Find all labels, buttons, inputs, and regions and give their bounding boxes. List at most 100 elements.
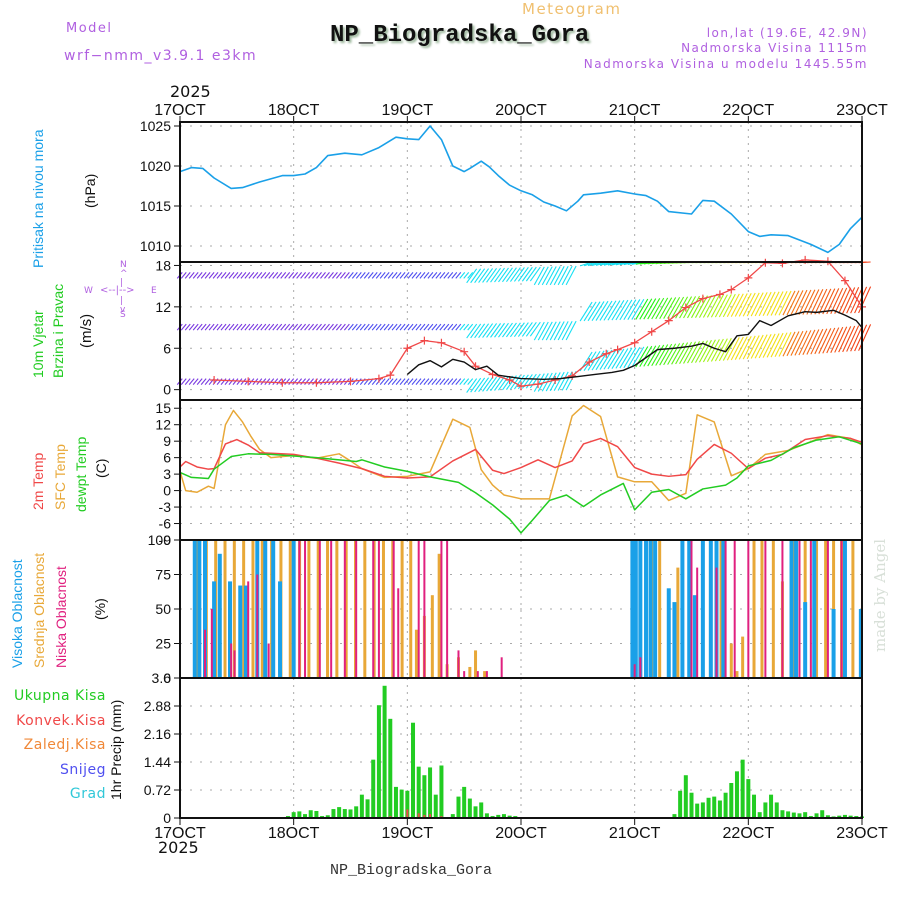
wind-barb	[379, 271, 386, 279]
wind-barb	[766, 291, 780, 316]
wind-barb	[846, 325, 860, 352]
cloud-bar-low	[304, 540, 307, 678]
series-line-wind_speed	[406, 309, 863, 380]
wind-barb	[451, 378, 458, 385]
wind-barb	[379, 323, 386, 331]
wind-barb	[220, 323, 227, 331]
y-tick-label: 2.88	[144, 698, 171, 714]
y-tick-label: 100	[148, 532, 172, 548]
cloud-bar-mid	[409, 540, 413, 678]
gust-marker	[312, 378, 321, 387]
wind-barb	[810, 289, 824, 315]
wind-barb	[611, 348, 625, 369]
precip-bar-total	[723, 792, 728, 818]
precip-bar-total	[763, 802, 768, 818]
wind-barb	[300, 271, 307, 279]
wind-barb	[506, 322, 517, 338]
wind-barb	[726, 293, 740, 318]
cloud-bar-high	[708, 540, 713, 678]
gust-marker	[744, 273, 753, 282]
wind-barb	[659, 297, 673, 320]
wind-barb	[521, 322, 533, 337]
wind-barb	[431, 271, 438, 279]
wind-barb	[509, 267, 521, 282]
gust-marker	[778, 259, 787, 268]
wind-barb	[427, 323, 434, 331]
wind-barb	[482, 377, 494, 392]
wind-barb	[667, 343, 681, 365]
wind-barb	[655, 297, 669, 320]
wind-barb	[631, 346, 645, 368]
wind-barb	[541, 321, 553, 341]
x-tick-label-top: 21OCT	[609, 102, 661, 119]
wind-barb	[439, 323, 446, 331]
wind-barb	[180, 378, 187, 385]
wind-barb	[387, 271, 394, 279]
wind-barb	[463, 323, 470, 331]
wind-barb	[698, 295, 712, 318]
wind-barb	[324, 323, 330, 331]
wind-barb	[603, 300, 617, 321]
wind-barb	[734, 293, 748, 317]
wind-barb	[188, 271, 195, 279]
precip-bar-total	[712, 796, 717, 818]
wind-barb	[324, 378, 330, 385]
footer-station: NP_Biogradska_Gora	[330, 862, 493, 879]
cloud-bar-low	[298, 540, 301, 678]
y-tick-label: 18	[155, 257, 171, 273]
wind-barb	[533, 321, 545, 341]
x-tick-label-bottom: 21OCT	[609, 825, 661, 842]
precip-bar-total	[797, 813, 802, 818]
wind-barb	[513, 374, 525, 390]
cloud-bar-high	[633, 540, 638, 678]
gust-marker	[698, 294, 707, 303]
wind-barb	[224, 271, 231, 279]
wind-barb	[846, 287, 860, 314]
wind-barb	[232, 271, 239, 279]
wind-barb	[537, 321, 549, 341]
wind-barb	[304, 378, 311, 385]
wind-barb	[754, 292, 768, 317]
cloud-bar-mid	[771, 540, 775, 678]
x-tick-label-top: 20OCT	[495, 102, 547, 119]
y-tick-label: -9	[159, 532, 172, 548]
wind-barb	[232, 378, 239, 385]
precip-bar-total	[325, 815, 330, 818]
page-title: NP_Biogradska_Gora	[330, 22, 590, 49]
cloud-bar-mid	[483, 671, 487, 678]
wind-barb	[549, 321, 561, 341]
x-tick-label-bottom: 17OCT	[154, 825, 206, 842]
wind-barb	[367, 271, 374, 279]
gust-marker	[210, 375, 219, 384]
wind-barb	[447, 378, 454, 385]
precip-bar-total	[695, 803, 700, 818]
cloud-bar-mid	[658, 540, 662, 678]
wind-barb	[774, 291, 788, 316]
wind-barb	[838, 287, 852, 314]
wind-barb	[292, 378, 299, 385]
gust-marker	[613, 345, 622, 354]
wind-barb	[387, 378, 394, 385]
wind-barb	[423, 323, 430, 331]
wind-barb	[494, 267, 505, 283]
wind-barb	[826, 327, 840, 354]
wind-barb	[280, 323, 287, 331]
wind-barb	[529, 373, 541, 389]
wind-barb	[288, 323, 295, 331]
precip-bar-total	[729, 783, 734, 818]
wind-barb	[738, 335, 752, 360]
wind-barb	[478, 268, 490, 283]
wind-barb	[407, 323, 414, 331]
x-tick-label-top: 22OCT	[723, 102, 775, 119]
wind-barb	[659, 343, 673, 366]
cloud-bar-low	[318, 540, 321, 678]
cloud-bar-mid	[851, 540, 855, 678]
wind-barb	[671, 342, 685, 365]
cloud-bar-low	[463, 671, 466, 678]
cloud-bar-high	[263, 540, 268, 678]
wind-barb	[750, 334, 764, 359]
y-tick-label: 2.16	[144, 726, 171, 742]
wind-barb	[742, 335, 756, 360]
wind-barb	[506, 267, 517, 283]
wind-barb	[806, 329, 820, 355]
